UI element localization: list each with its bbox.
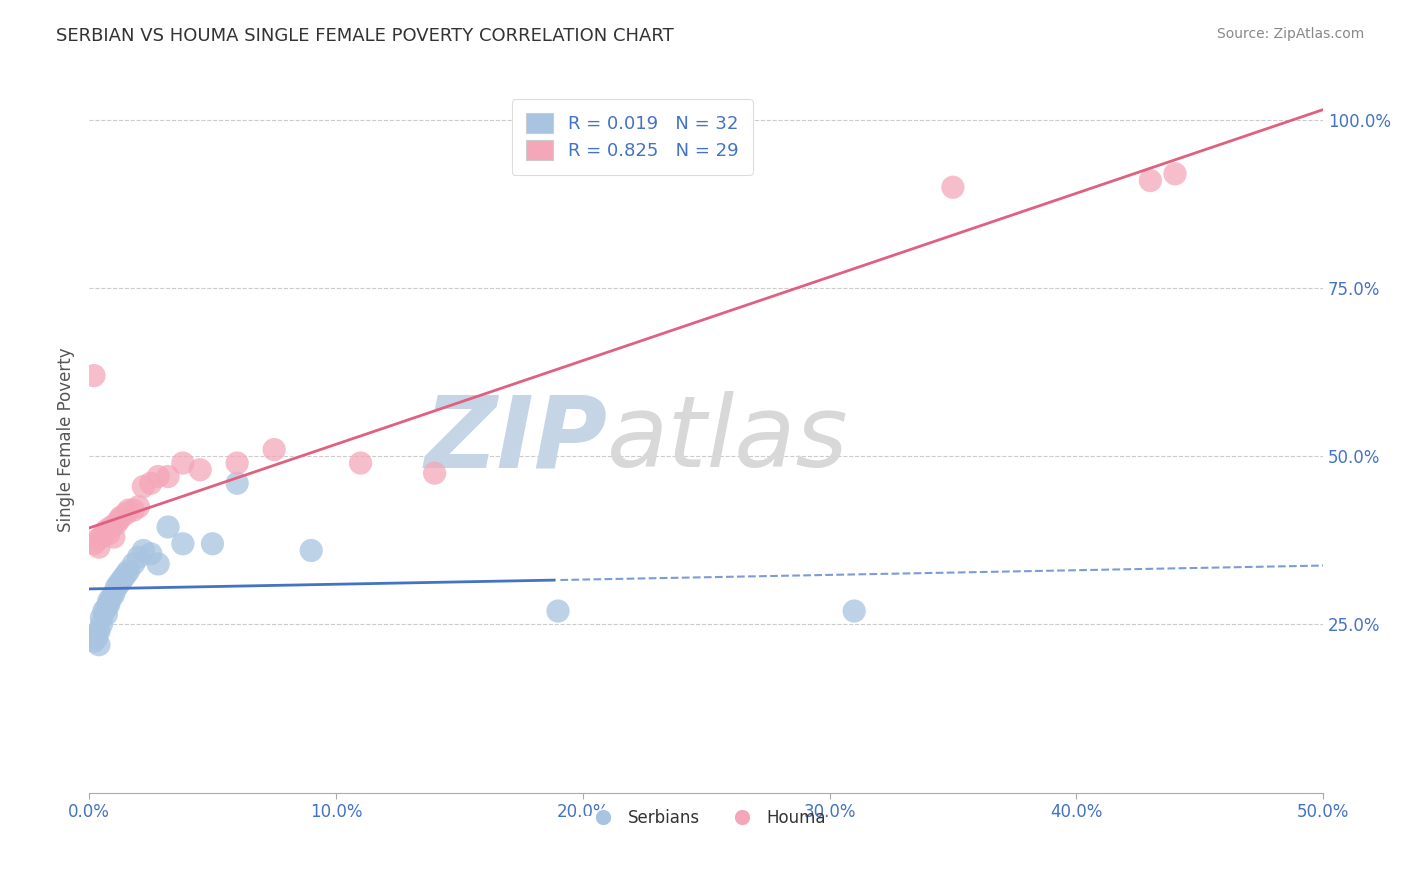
Text: Source: ZipAtlas.com: Source: ZipAtlas.com	[1216, 27, 1364, 41]
Point	[844, 604, 866, 618]
Point	[942, 180, 965, 194]
Point	[105, 581, 128, 595]
Point	[132, 480, 155, 494]
Point	[299, 543, 322, 558]
Point	[86, 533, 108, 548]
Point	[87, 638, 110, 652]
Y-axis label: Single Female Poverty: Single Female Poverty	[58, 347, 75, 532]
Point	[188, 463, 211, 477]
Point	[157, 469, 180, 483]
Point	[172, 456, 194, 470]
Point	[139, 547, 162, 561]
Point	[112, 570, 135, 584]
Point	[201, 537, 224, 551]
Point	[127, 550, 149, 565]
Point	[90, 530, 112, 544]
Legend: Serbians, Houma: Serbians, Houma	[579, 803, 832, 834]
Point	[87, 624, 110, 639]
Point	[107, 577, 129, 591]
Point	[127, 500, 149, 514]
Point	[86, 627, 108, 641]
Point	[97, 526, 120, 541]
Point	[349, 456, 371, 470]
Point	[226, 456, 249, 470]
Point	[105, 516, 128, 531]
Point	[83, 634, 105, 648]
Text: ZIP: ZIP	[425, 391, 607, 488]
Point	[83, 368, 105, 383]
Point	[96, 600, 118, 615]
Point	[122, 503, 145, 517]
Point	[132, 543, 155, 558]
Point	[96, 524, 118, 538]
Point	[226, 476, 249, 491]
Point	[139, 476, 162, 491]
Point	[100, 520, 122, 534]
Point	[86, 631, 108, 645]
Point	[103, 587, 125, 601]
Point	[83, 537, 105, 551]
Point	[100, 591, 122, 605]
Point	[115, 567, 138, 582]
Point	[148, 557, 170, 571]
Point	[172, 537, 194, 551]
Point	[93, 526, 115, 541]
Point	[87, 540, 110, 554]
Point	[93, 604, 115, 618]
Text: SERBIAN VS HOUMA SINGLE FEMALE POVERTY CORRELATION CHART: SERBIAN VS HOUMA SINGLE FEMALE POVERTY C…	[56, 27, 673, 45]
Point	[103, 530, 125, 544]
Point	[90, 617, 112, 632]
Text: atlas: atlas	[607, 391, 849, 488]
Point	[1139, 173, 1161, 187]
Point	[157, 520, 180, 534]
Point	[96, 607, 118, 622]
Point	[117, 503, 139, 517]
Point	[110, 509, 132, 524]
Point	[110, 574, 132, 588]
Point	[107, 513, 129, 527]
Point	[117, 564, 139, 578]
Point	[115, 507, 138, 521]
Point	[547, 604, 569, 618]
Point	[263, 442, 285, 457]
Point	[122, 557, 145, 571]
Point	[97, 597, 120, 611]
Point	[1164, 167, 1187, 181]
Point	[148, 469, 170, 483]
Point	[97, 594, 120, 608]
Point	[90, 611, 112, 625]
Point	[423, 466, 446, 480]
